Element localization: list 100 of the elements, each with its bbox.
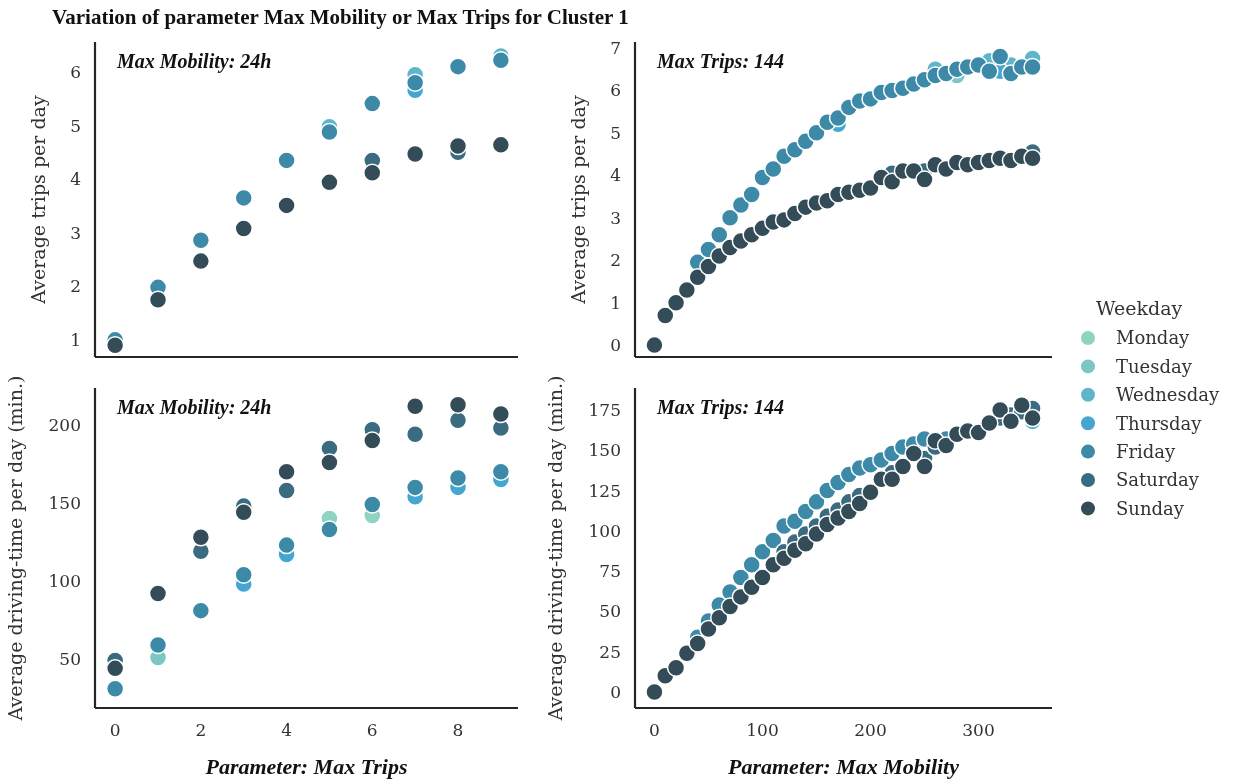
point <box>731 195 751 215</box>
point <box>191 528 211 547</box>
y-tick-label: 6 <box>610 80 621 101</box>
legend-label: Saturday <box>1116 469 1200 491</box>
point <box>148 635 168 655</box>
point <box>1012 395 1031 415</box>
point <box>191 601 211 620</box>
annotation: Max Mobility: 24h <box>116 50 272 73</box>
x-tick-label: 0 <box>109 720 121 740</box>
y-tick-label: 2 <box>610 250 621 271</box>
y-tick-label: 100 <box>588 520 621 541</box>
point <box>363 94 382 113</box>
y-tick-label: 0 <box>610 681 621 702</box>
y-tick-label: 75 <box>599 561 621 582</box>
y-tick-label: 4 <box>610 165 621 186</box>
point <box>320 173 339 192</box>
point <box>148 584 168 603</box>
y-tick-label: 125 <box>588 480 621 501</box>
legend-label: Friday <box>1116 440 1177 462</box>
point <box>448 57 468 76</box>
point <box>491 462 511 482</box>
point <box>764 531 783 550</box>
y-axis-title: Average driving-time per day (min.) <box>544 375 566 722</box>
point <box>882 470 902 489</box>
y-tick-label: 50 <box>599 601 621 622</box>
chart-title: Variation of parameter Max Mobility or Max Trips for Cluster 1 <box>52 5 629 29</box>
x-tick-label: 8 <box>452 720 464 740</box>
y-tick-label: 200 <box>48 414 81 435</box>
y-tick-label: 5 <box>70 115 81 136</box>
point <box>861 482 880 502</box>
y-tick-label: 1 <box>70 329 81 350</box>
point <box>320 520 339 539</box>
y-tick-label: 50 <box>59 648 81 669</box>
point <box>363 163 382 182</box>
point <box>980 413 999 433</box>
legend-label: Thursday <box>1116 412 1203 434</box>
point <box>234 219 253 238</box>
point <box>807 123 826 143</box>
point <box>448 468 468 488</box>
point <box>405 425 425 444</box>
legend-label: Monday <box>1116 327 1191 349</box>
point <box>1023 57 1042 77</box>
y-tick-label: 4 <box>70 169 81 190</box>
y-tick-label: 6 <box>70 61 81 82</box>
point <box>1023 149 1042 168</box>
point <box>980 62 999 81</box>
x-tick-label: 300 <box>962 720 995 740</box>
point <box>191 230 211 250</box>
point <box>277 196 296 215</box>
point <box>234 503 253 522</box>
point <box>915 457 934 476</box>
point <box>882 172 902 191</box>
point <box>277 462 296 482</box>
annotation: Max Mobility: 24h <box>116 396 272 419</box>
point <box>936 436 956 455</box>
point <box>234 188 253 208</box>
point <box>753 568 772 587</box>
x-axis-title: Parameter: Max Trips <box>204 754 408 779</box>
point <box>688 634 707 653</box>
point <box>105 679 125 698</box>
point <box>491 135 511 155</box>
y-tick-label: 1 <box>610 292 621 313</box>
point <box>677 280 697 300</box>
y-tick-label: 150 <box>48 492 81 513</box>
point <box>191 251 211 271</box>
point <box>990 47 1010 66</box>
y-tick-label: 0 <box>610 335 621 356</box>
point <box>710 225 729 244</box>
point <box>363 431 382 450</box>
point <box>491 404 511 424</box>
point <box>828 108 848 128</box>
point <box>105 335 125 355</box>
y-tick-label: 5 <box>610 122 621 143</box>
x-tick-label: 2 <box>195 720 207 740</box>
legend-label: Sunday <box>1116 497 1185 519</box>
point <box>710 608 729 628</box>
point <box>320 453 339 472</box>
y-tick-label: 3 <box>610 207 621 228</box>
point <box>148 290 168 309</box>
point <box>666 658 686 677</box>
x-tick-label: 6 <box>366 720 378 740</box>
legend-label: Tuesday <box>1116 355 1193 377</box>
point <box>320 122 339 142</box>
annotation: Max Trips: 144 <box>656 396 785 419</box>
point <box>807 492 826 512</box>
point <box>448 411 468 430</box>
y-tick-label: 100 <box>48 570 81 591</box>
legend-title: Weekday <box>1096 297 1183 319</box>
annotation: Max Trips: 144 <box>656 50 785 73</box>
point <box>405 144 425 164</box>
point <box>666 293 686 312</box>
point <box>720 208 740 228</box>
y-axis-title: Average trips per day <box>567 95 589 305</box>
point <box>764 159 783 179</box>
x-tick-label: 4 <box>281 720 292 740</box>
x-tick-label: 0 <box>649 720 660 740</box>
point <box>277 151 296 170</box>
point <box>405 478 425 497</box>
y-tick-label: 25 <box>599 641 621 662</box>
point <box>893 457 913 476</box>
